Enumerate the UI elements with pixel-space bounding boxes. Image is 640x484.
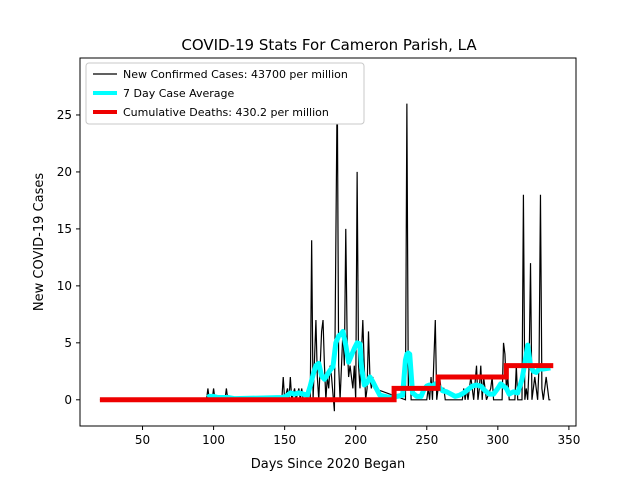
y-tick-label: 0 (64, 393, 72, 407)
y-tick-label: 20 (57, 165, 72, 179)
x-tick-label: 200 (344, 433, 367, 447)
y-axis: 0 5 10 15 20 25 (57, 108, 80, 407)
x-tick-label: 50 (135, 433, 150, 447)
x-tick-label: 150 (273, 433, 296, 447)
x-tick-label: 250 (415, 433, 438, 447)
legend-label-cumulative-deaths: Cumulative Deaths: 430.2 per million (123, 106, 329, 119)
legend-label-new-cases: New Confirmed Cases: 43700 per million (123, 68, 348, 81)
x-axis: 50 100 150 200 250 300 350 (135, 426, 580, 447)
legend: New Confirmed Cases: 43700 per million 7… (85, 62, 365, 125)
x-axis-label: Days Since 2020 Began (251, 457, 406, 472)
y-tick-label: 25 (57, 108, 72, 122)
series-cumulative-deaths (99, 363, 554, 403)
legend-label-7-day-average: 7 Day Case Average (123, 87, 235, 100)
y-axis-label: New COVID-19 Cases (32, 173, 47, 311)
series-new-confirmed-cases (99, 80, 551, 412)
series-layer (99, 80, 554, 412)
y-tick-label: 10 (57, 279, 72, 293)
y-tick-label: 15 (57, 222, 72, 236)
x-tick-label: 300 (486, 433, 509, 447)
series-7-day-average (206, 328, 551, 402)
y-tick-label: 5 (64, 336, 72, 350)
x-tick-label: 350 (557, 433, 580, 447)
legend-box (85, 62, 365, 125)
chart-title: COVID-19 Stats For Cameron Parish, LA (181, 36, 477, 54)
x-tick-label: 100 (202, 433, 225, 447)
